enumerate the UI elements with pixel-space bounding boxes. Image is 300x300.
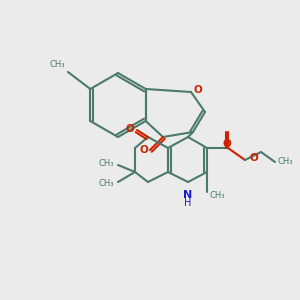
- Text: H: H: [184, 198, 192, 208]
- Text: CH₃: CH₃: [278, 158, 293, 166]
- Text: CH₃: CH₃: [209, 190, 224, 200]
- Text: N: N: [183, 190, 193, 200]
- Text: O: O: [126, 124, 134, 134]
- Text: O: O: [223, 139, 231, 149]
- Text: CH₃: CH₃: [98, 179, 114, 188]
- Text: CH₃: CH₃: [98, 160, 114, 169]
- Text: O: O: [140, 145, 148, 155]
- Text: CH₃: CH₃: [50, 60, 65, 69]
- Text: O: O: [250, 153, 259, 163]
- Text: O: O: [194, 85, 202, 95]
